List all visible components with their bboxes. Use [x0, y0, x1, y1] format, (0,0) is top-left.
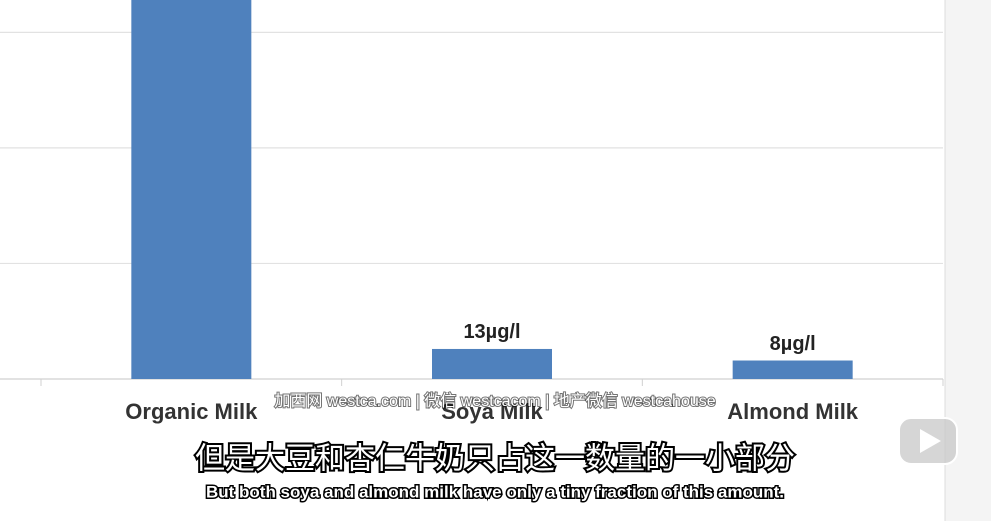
- x-tick-label: Soya Milk: [441, 399, 543, 424]
- value-label: 13µg/l: [463, 321, 520, 343]
- bar: [732, 360, 853, 379]
- bar: [131, 0, 252, 380]
- watermark: 加西网 westca.com | 微信 westcacom | 地产微信 wes…: [274, 392, 715, 410]
- subtitle-chinese: 但是大豆和杏仁牛奶只占这一数量的一小部分: [195, 442, 795, 477]
- play-button[interactable]: [898, 417, 958, 465]
- x-tick-label: Almond Milk: [727, 399, 859, 424]
- subtitle-english: But both soya and almond milk have only …: [206, 482, 784, 501]
- value-label: 8µg/l: [770, 333, 816, 355]
- x-tick-label: Organic Milk: [125, 399, 258, 424]
- bar: [432, 348, 552, 379]
